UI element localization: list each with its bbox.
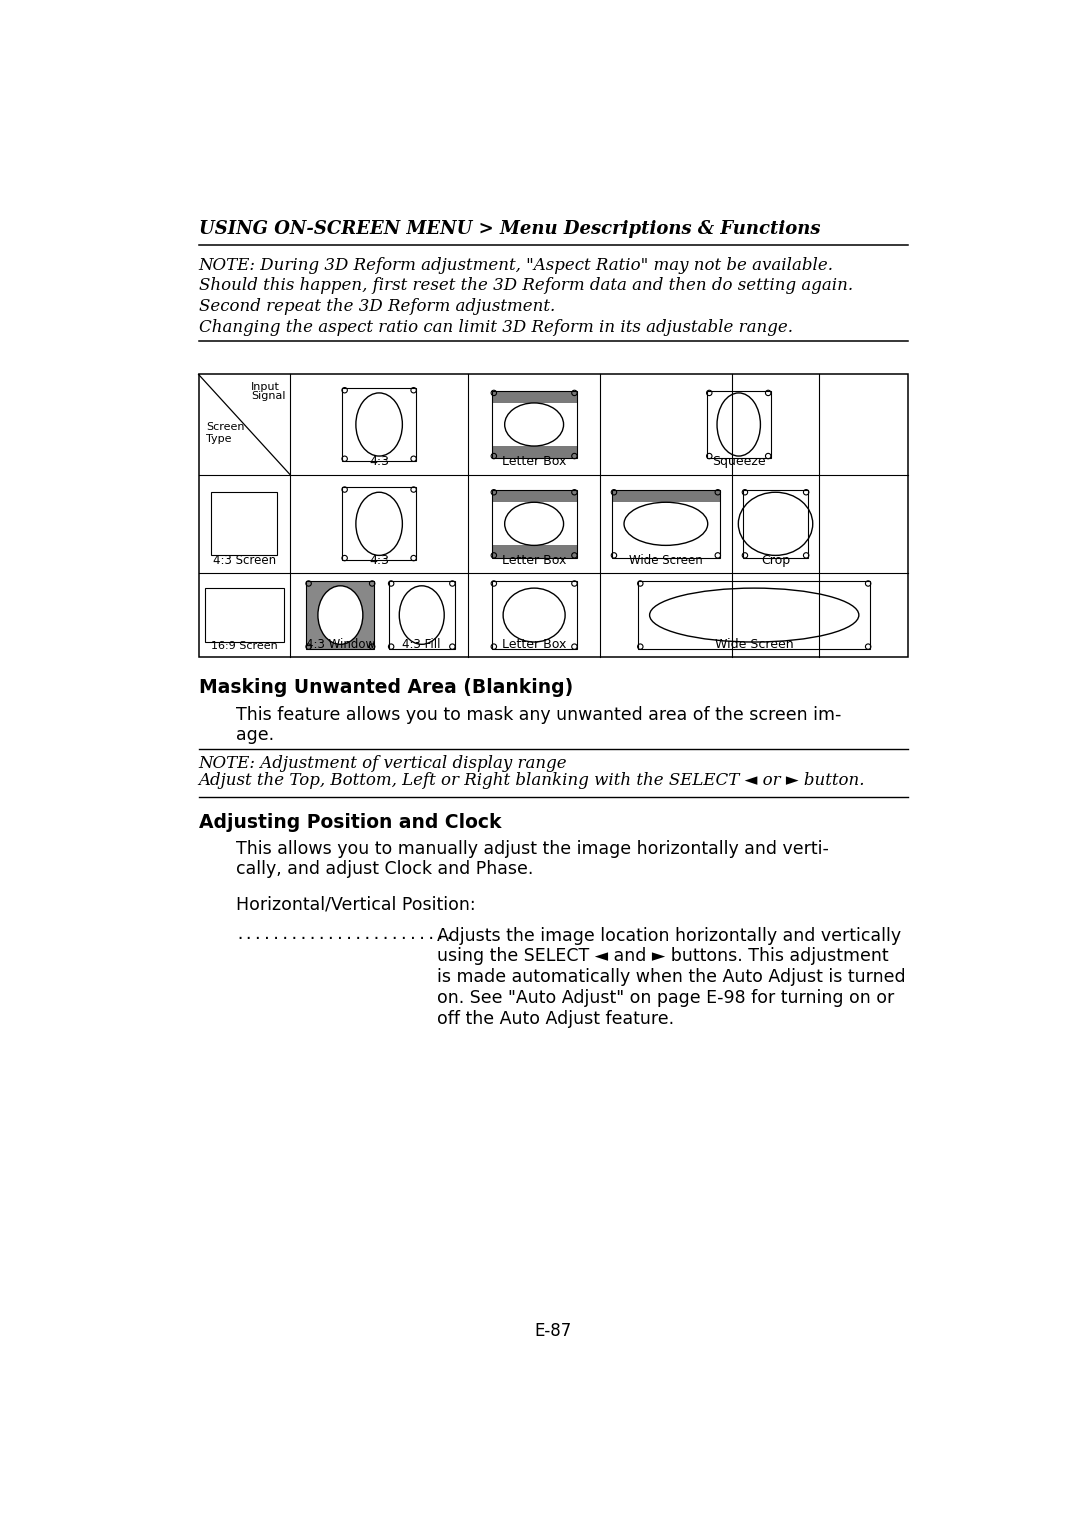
Text: cally, and adjust Clock and Phase.: cally, and adjust Clock and Phase. bbox=[235, 861, 534, 878]
Bar bbox=[491, 581, 577, 648]
Bar bbox=[342, 488, 416, 561]
Text: Horizontal/Vertical Position:: Horizontal/Vertical Position: bbox=[235, 896, 475, 914]
Text: E-87: E-87 bbox=[535, 1321, 572, 1339]
Ellipse shape bbox=[318, 586, 363, 644]
Text: Screen: Screen bbox=[206, 422, 245, 433]
Text: Should this happen, first reset the 3D Reform data and then do setting again.: Should this happen, first reset the 3D R… bbox=[199, 277, 853, 295]
Bar bbox=[205, 589, 284, 642]
Text: Signal: Signal bbox=[252, 391, 286, 402]
Text: Input: Input bbox=[252, 382, 280, 391]
Bar bbox=[491, 390, 577, 404]
Text: NOTE: Adjustment of vertical display range: NOTE: Adjustment of vertical display ran… bbox=[199, 755, 567, 772]
Text: Wide Screen: Wide Screen bbox=[715, 638, 794, 651]
Bar bbox=[638, 581, 870, 648]
Text: is made automatically when the Auto Adjust is turned: is made automatically when the Auto Adju… bbox=[437, 968, 906, 986]
Bar bbox=[707, 390, 770, 459]
Text: Changing the aspect ratio can limit 3D Reform in its adjustable range.: Changing the aspect ratio can limit 3D R… bbox=[199, 320, 793, 336]
Text: This allows you to manually adjust the image horizontally and verti-: This allows you to manually adjust the i… bbox=[235, 841, 828, 858]
Text: Second repeat the 3D Reform adjustment.: Second repeat the 3D Reform adjustment. bbox=[199, 298, 555, 315]
Text: 4:3 Fill: 4:3 Fill bbox=[403, 638, 441, 651]
Bar bbox=[491, 446, 577, 459]
Bar bbox=[212, 492, 278, 555]
Text: 4:3: 4:3 bbox=[369, 553, 389, 567]
Bar bbox=[491, 489, 577, 502]
Text: Letter Box: Letter Box bbox=[502, 638, 566, 651]
Text: NOTE: During 3D Reform adjustment, "Aspect Ratio" may not be available.: NOTE: During 3D Reform adjustment, "Aspe… bbox=[199, 257, 834, 274]
Ellipse shape bbox=[624, 502, 707, 546]
Text: 4:3 Screen: 4:3 Screen bbox=[213, 553, 275, 567]
Text: Masking Unwanted Area (Blanking): Masking Unwanted Area (Blanking) bbox=[199, 677, 572, 697]
Bar bbox=[743, 489, 809, 558]
Bar bbox=[199, 375, 908, 657]
Text: Adjusting Position and Clock: Adjusting Position and Clock bbox=[199, 812, 501, 832]
Bar bbox=[611, 489, 720, 502]
Bar bbox=[491, 546, 577, 558]
Bar bbox=[342, 388, 416, 462]
Text: Adjusts the image location horizontally and vertically: Adjusts the image location horizontally … bbox=[437, 927, 902, 945]
Text: Squeeze: Squeeze bbox=[712, 456, 766, 468]
Text: Type: Type bbox=[206, 434, 232, 443]
Bar bbox=[491, 390, 577, 459]
Text: Wide Screen: Wide Screen bbox=[629, 553, 703, 567]
Bar bbox=[307, 581, 375, 648]
Text: Letter Box: Letter Box bbox=[502, 553, 566, 567]
Text: Crop: Crop bbox=[761, 553, 791, 567]
Text: Adjust the Top, Bottom, Left or Right blanking with the SELECT ◄ or ► button.: Adjust the Top, Bottom, Left or Right bl… bbox=[199, 772, 865, 789]
Text: 16:9 Screen: 16:9 Screen bbox=[211, 641, 278, 651]
Bar bbox=[611, 489, 720, 558]
Text: Letter Box: Letter Box bbox=[502, 456, 566, 468]
Text: using the SELECT ◄ and ► buttons. This adjustment: using the SELECT ◄ and ► buttons. This a… bbox=[437, 948, 889, 965]
Text: USING ON-SCREEN MENU > Menu Descriptions & Functions: USING ON-SCREEN MENU > Menu Descriptions… bbox=[199, 220, 820, 239]
Text: ........................: ........................ bbox=[235, 927, 455, 942]
Text: on. See "Auto Adjust" on page E-98 for turning on or: on. See "Auto Adjust" on page E-98 for t… bbox=[437, 989, 894, 1008]
Ellipse shape bbox=[504, 404, 564, 446]
Text: age.: age. bbox=[235, 726, 274, 743]
Text: This feature allows you to mask any unwanted area of the screen im-: This feature allows you to mask any unwa… bbox=[235, 705, 841, 723]
Ellipse shape bbox=[504, 502, 564, 546]
Bar bbox=[491, 489, 577, 558]
Bar bbox=[389, 581, 455, 648]
Text: 4:3 Window: 4:3 Window bbox=[306, 638, 375, 651]
Text: off the Auto Adjust feature.: off the Auto Adjust feature. bbox=[437, 1009, 674, 1027]
Text: 4:3: 4:3 bbox=[369, 456, 389, 468]
